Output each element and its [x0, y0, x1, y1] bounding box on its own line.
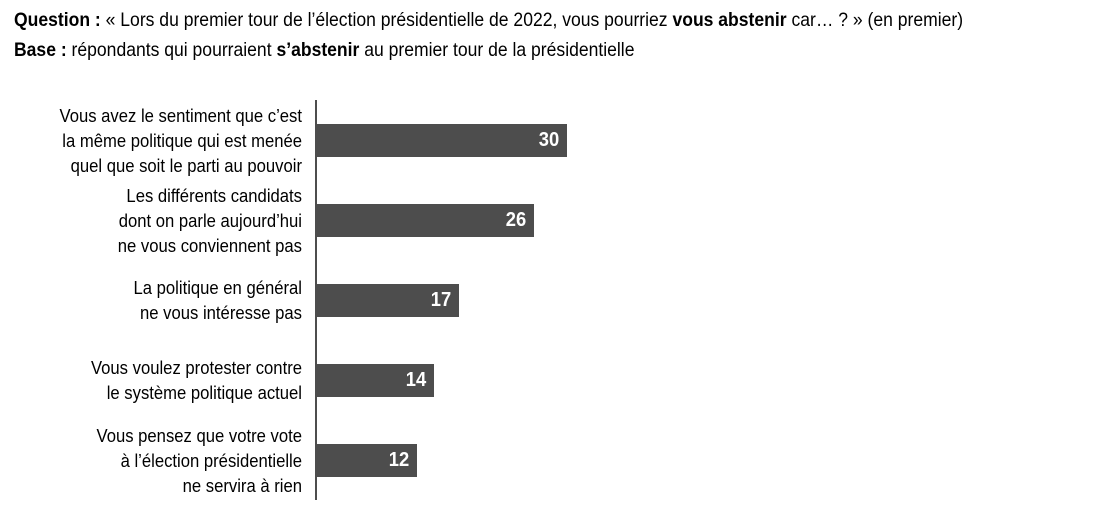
chart-header: Question : « Lors du premier tour de l’é… — [14, 5, 963, 65]
question-line: Question : « Lors du premier tour de l’é… — [14, 5, 963, 35]
question-text: « Lors du premier tour de l’élection pré… — [100, 9, 673, 31]
category-label: Vous avez le sentiment que c’est la même … — [30, 103, 302, 178]
category-label-line: la même politique qui est menée — [62, 129, 302, 151]
category-label-line: le système politique actuel — [106, 382, 302, 403]
category-label-line: ne servira à rien — [182, 474, 302, 496]
bar: 26 — [317, 203, 534, 237]
base-prefix: Base : — [14, 39, 67, 61]
category-label: Les différents candidats dont on parle au… — [30, 183, 302, 258]
question-suffix: car… ? » (en premier) — [786, 9, 964, 31]
bar: 30 — [317, 123, 567, 157]
category-label-line: quel que soit le parti au pouvoir — [70, 154, 302, 176]
category-label-line: Vous pensez que votre vote — [96, 424, 302, 446]
category-label-line: ne vous intéresse pas — [140, 302, 302, 323]
bar: 12 — [317, 443, 417, 477]
chart-row: Les différents candidats dont on parle au… — [0, 180, 1099, 260]
category-label-line: Vous voulez protester contre — [90, 357, 302, 378]
category-label: La politique en général ne vous intéresse… — [30, 275, 302, 325]
base-emphasis: s’abstenir — [276, 39, 360, 61]
bar: 17 — [317, 283, 459, 317]
bar-value-label: 26 — [505, 208, 526, 231]
category-label-line: ne vous conviennent pas — [117, 234, 303, 256]
base-suffix: au premier tour de la présidentielle — [359, 39, 635, 61]
category-label-line: dont on parle aujourd’hui — [118, 209, 302, 231]
vertical-axis-line — [315, 100, 317, 500]
category-label-line: Les différents candidats — [126, 184, 303, 206]
category-label-line: à l’élection présidentielle — [120, 449, 302, 471]
bar-value-label: 30 — [538, 128, 559, 151]
question-prefix: Question : — [14, 9, 101, 31]
bar-value-label: 12 — [388, 448, 409, 471]
bar-value-label: 17 — [430, 288, 451, 311]
category-label: Vous pensez que votre vote à l’élection p… — [30, 423, 302, 498]
chart-row: Vous pensez que votre vote à l’élection p… — [0, 420, 1099, 500]
base-text: répondants qui pourraient — [66, 39, 277, 61]
category-label-line: La politique en général — [133, 277, 302, 298]
chart-row: Vous voulez protester contre le système p… — [0, 340, 1099, 420]
base-line: Base : répondants qui pourraient s’abste… — [14, 35, 963, 65]
category-label: Vous voulez protester contre le système p… — [30, 355, 302, 405]
question-emphasis: vous abstenir — [672, 9, 787, 31]
category-label-line: Vous avez le sentiment que c’est — [59, 104, 303, 126]
bar-value-label: 14 — [405, 368, 426, 391]
chart-row: La politique en général ne vous intéresse… — [0, 260, 1099, 340]
bar: 14 — [317, 363, 434, 397]
chart-row: Vous avez le sentiment que c’est la même … — [0, 100, 1099, 180]
